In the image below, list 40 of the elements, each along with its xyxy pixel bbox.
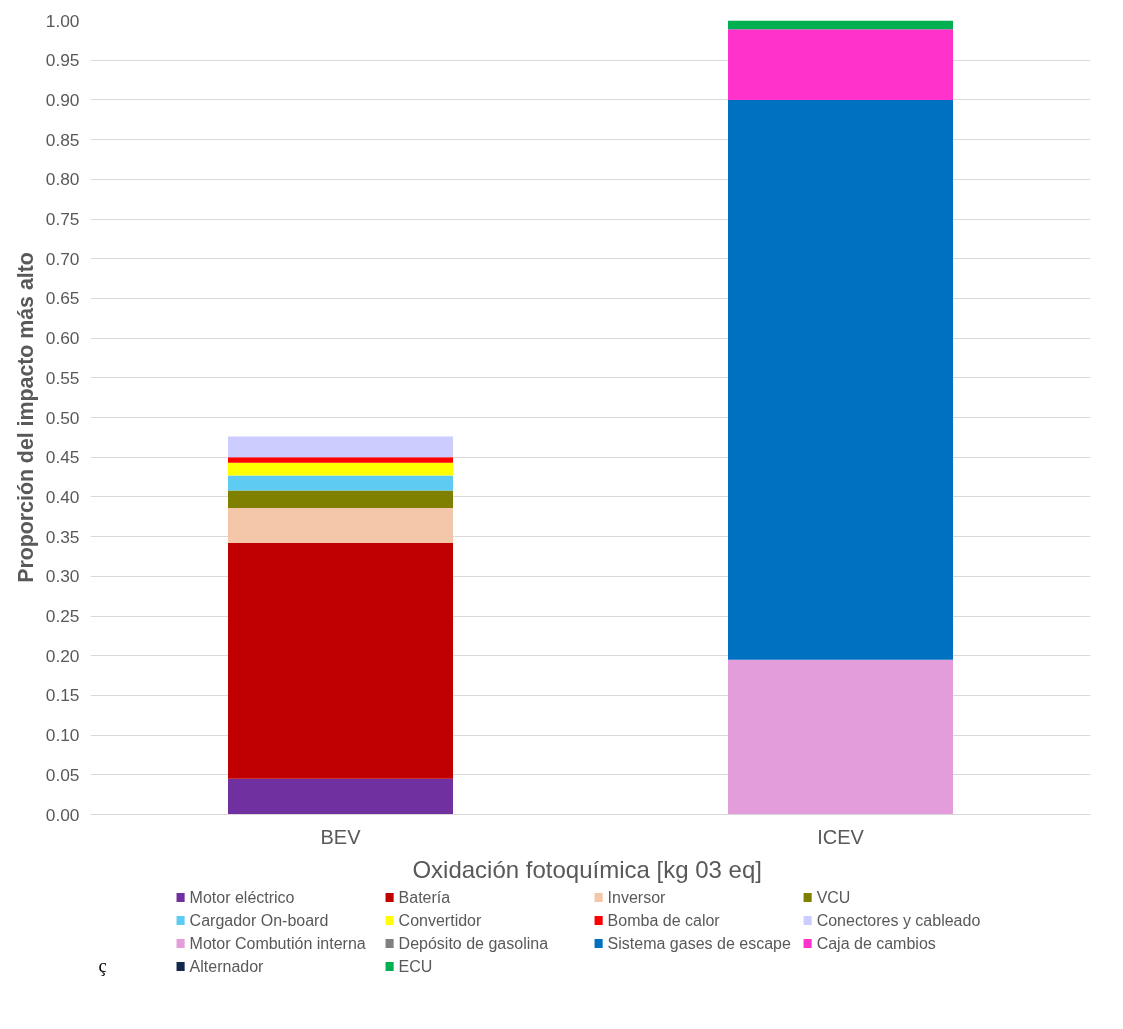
legend-label: Bomba de calor [607,912,721,929]
legend-label: Motor Combutión interna [189,935,366,952]
y-tick-label: 0.10 [45,725,80,746]
y-tick-label: 0.55 [45,367,80,388]
text: ç [98,954,107,976]
y-tick-label: 0.35 [45,526,80,547]
legend-label: Cargador On-board [189,912,329,929]
y-axis-title: Proporción del impacto más alto [13,252,38,583]
y-tick-label: 0.45 [45,447,80,468]
legend-label: Inversor [607,889,667,906]
legend-label: VCU [816,889,851,906]
legend-label: ECU [398,958,433,975]
x-tick-label: BEV [320,825,362,848]
y-tick-label: 0.70 [45,248,80,269]
x-axis-title: Oxidación fotoquímica [kg 03 eq] [412,855,762,883]
legend-label: Motor eléctrico [189,889,295,906]
y-tick-label: 0.05 [45,764,80,785]
legend-label: Caja de cambios [816,935,936,952]
y-tick-label: 0.20 [45,645,80,666]
y-tick-label: 0.15 [45,685,80,706]
y-tick-label: 0.90 [45,89,80,110]
y-tick-label: 0.00 [45,804,80,825]
y-tick-label: 0.30 [45,566,80,587]
y-tick-label: 0.85 [45,129,80,150]
y-tick-label: 0.65 [45,288,80,309]
y-tick-label: 0.60 [45,328,80,349]
y-tick-label: 1.00 [45,10,80,31]
legend-label: Alternador [189,958,265,975]
y-tick-label: 0.80 [45,169,80,190]
y-tick-label: 0.25 [45,606,80,626]
legend-label: Depósito de gasolina [398,935,549,952]
y-tick-label: 0.40 [45,486,80,507]
y-tick-label: 0.95 [45,50,80,71]
legend-label: Conectores y cableado [816,912,981,929]
legend-label: Sistema gases de escape [607,935,791,952]
legend-label: Batería [398,889,451,906]
x-tick-label: ICEV [817,825,865,848]
y-tick-label: 0.75 [45,209,80,229]
y-tick-label: 0.50 [45,407,80,428]
legend-label: Convertidor [398,912,482,929]
